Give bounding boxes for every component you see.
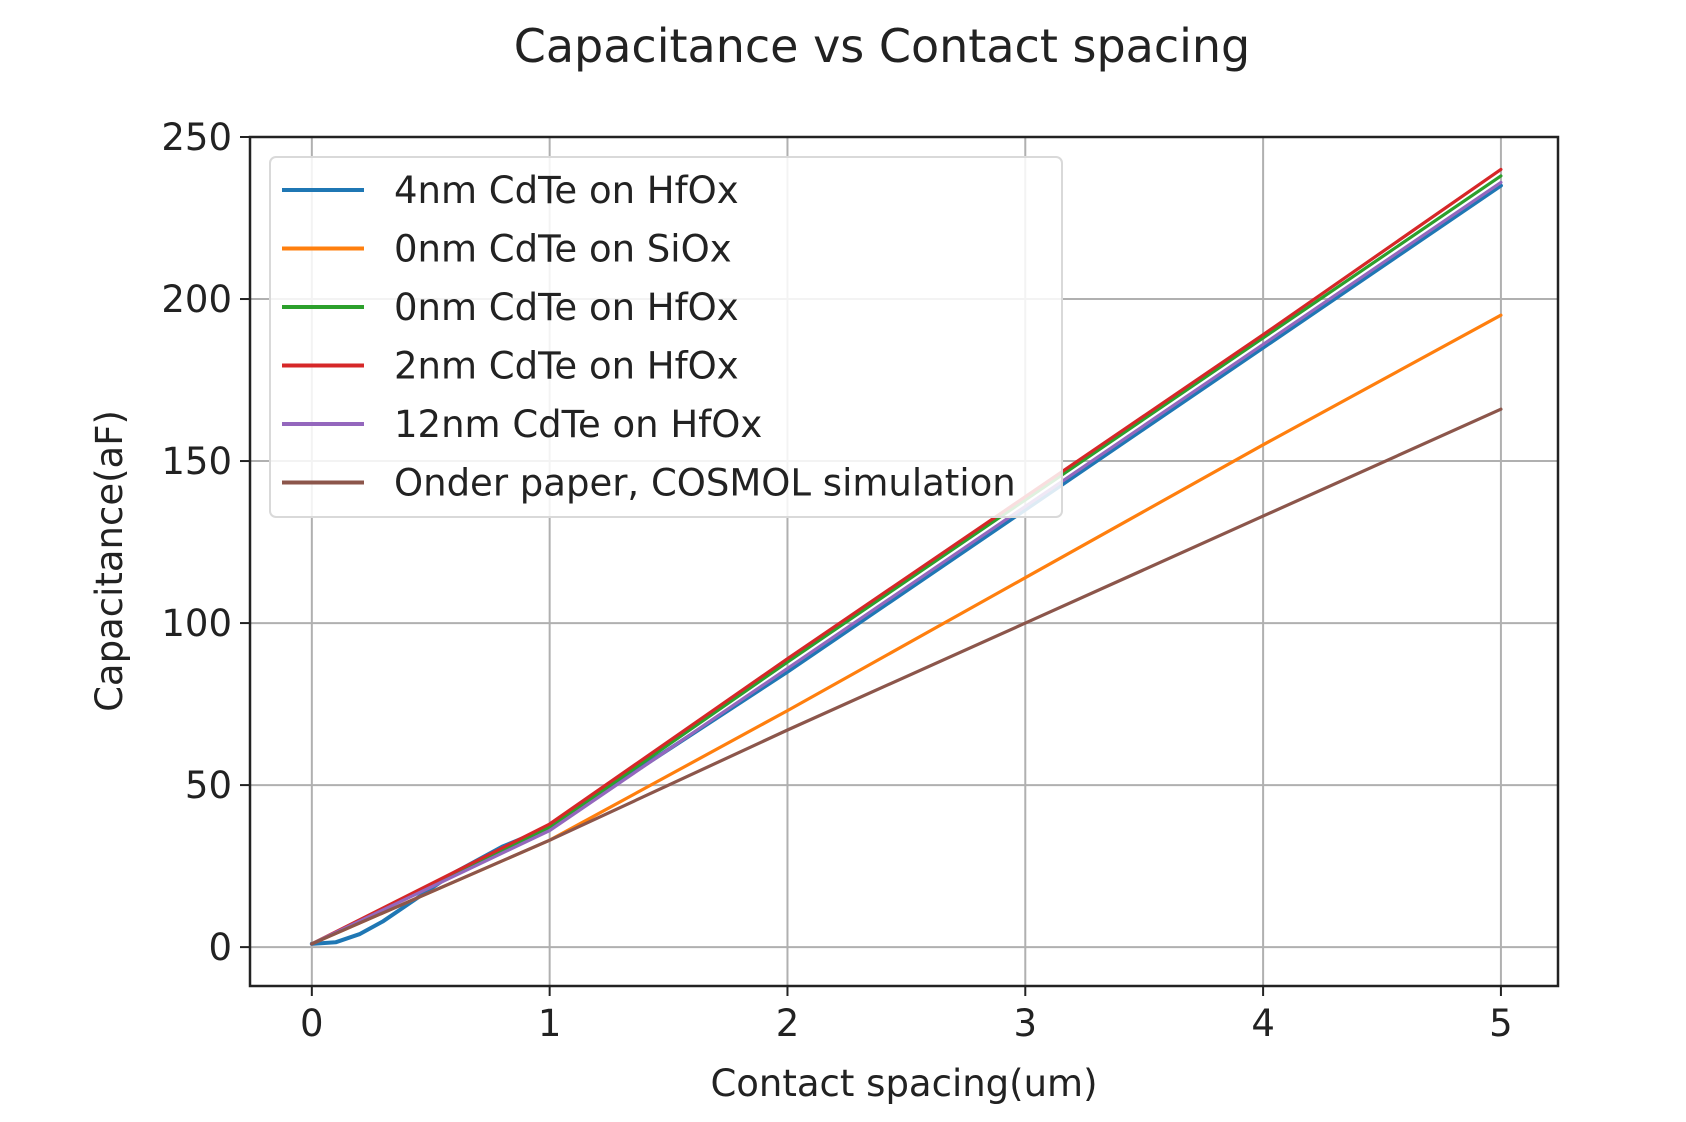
y-tick-label: 50 — [185, 764, 232, 807]
x-tick-label: 1 — [538, 1002, 562, 1045]
series-line-4 — [310, 167, 1503, 946]
legend: 4nm CdTe on HfOx 0nm CdTe on SiOx 0nm CdTe… — [269, 156, 1063, 518]
x-tick-label: 5 — [1489, 1002, 1513, 1045]
legend-label: Onder paper, COSMOL simulation — [394, 462, 1016, 505]
y-tick-label: 150 — [161, 440, 232, 483]
legend-label: 12nm CdTe on HfOx — [394, 403, 762, 446]
legend-label: 4nm CdTe on HfOx — [394, 169, 739, 212]
plot-series — [309, 167, 1503, 946]
y-tick-label: 250 — [161, 116, 232, 159]
y-axis-label: Capacitance(aF) — [88, 410, 131, 712]
x-tick-label: 3 — [1014, 1002, 1038, 1045]
axes-frame — [248, 135, 1560, 988]
x-tick-label: 2 — [776, 1002, 800, 1045]
legend-label: 0nm CdTe on SiOx — [394, 228, 732, 271]
legend-label: 2nm CdTe on HfOx — [394, 345, 739, 388]
chart-title: Capacitance vs Contact spacing — [514, 19, 1251, 73]
legend-label: 0nm CdTe on HfOx — [394, 286, 739, 329]
series-line-3 — [310, 174, 1503, 946]
y-tick-label: 200 — [161, 278, 232, 321]
x-axis-label: Contact spacing(um) — [710, 1062, 1097, 1105]
series-line-5 — [310, 180, 1503, 946]
x-tick-label: 0 — [300, 1002, 324, 1045]
y-tick-label: 100 — [161, 602, 232, 645]
series-line-6 — [310, 407, 1503, 946]
x-tick-label: 4 — [1251, 1002, 1275, 1045]
y-tick-label: 0 — [208, 926, 232, 969]
legend-box — [269, 156, 1063, 518]
